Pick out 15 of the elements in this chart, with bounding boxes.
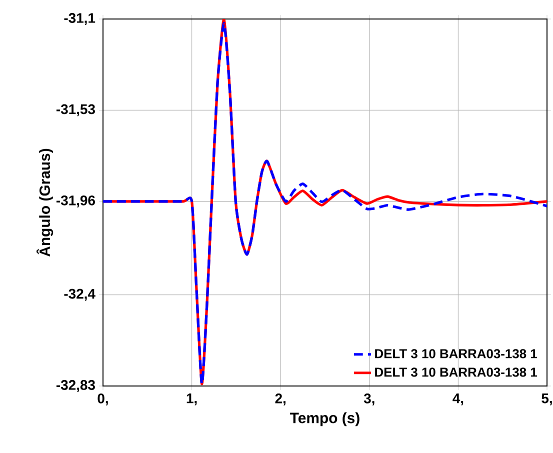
legend-label: DELT 3 10 BARRA03-138 1: [375, 349, 537, 358]
y-tick-label: -31,1: [64, 13, 96, 25]
y-tick-label: -32,83: [56, 380, 95, 392]
x-tick-label: 4,: [452, 394, 464, 406]
x-tick-label: 5,: [542, 394, 552, 406]
y-tick-label: -31,53: [56, 104, 95, 116]
x-axis-title: Tempo (s): [290, 412, 360, 426]
x-tick-label: 3,: [364, 394, 374, 406]
y-axis-title: Ângulo (Graus): [36, 148, 54, 256]
y-tick-label: -32,4: [64, 288, 96, 301]
legend-label: DELT 3 10 BARRA03-138 1: [375, 368, 537, 377]
x-tick-label: 2,: [275, 394, 286, 406]
x-tick-label: 1,: [186, 394, 197, 406]
x-tick-label: 0,: [98, 394, 108, 406]
y-tick-label: -31,96: [56, 195, 95, 208]
